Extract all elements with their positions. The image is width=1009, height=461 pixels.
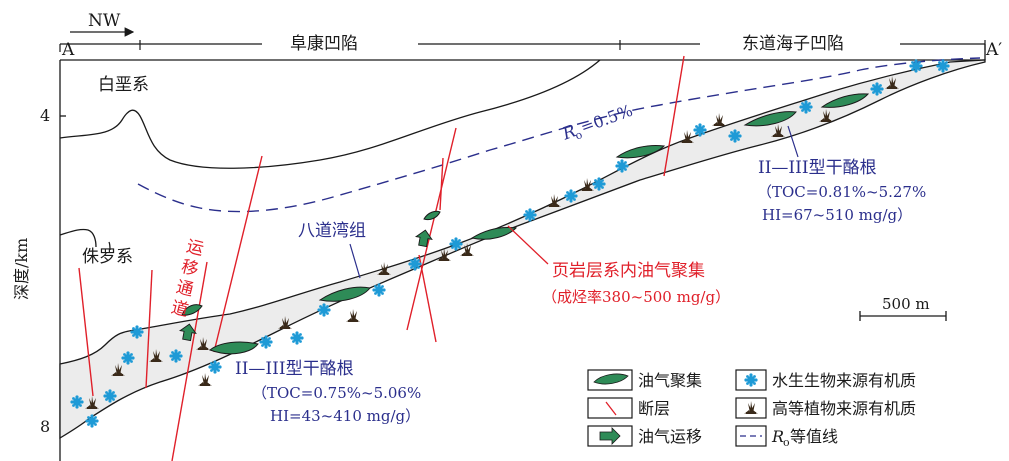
legend-aquatic-label: 水生生物来源有机质 <box>772 371 916 390</box>
y-tick-4: 4 <box>40 106 50 125</box>
migration-pathway-label: 运 移 通 道 <box>169 236 206 321</box>
migration-arrows <box>178 229 433 342</box>
y-tick-8: 8 <box>40 417 50 436</box>
kerogen-left-block: II—III型干酪根 （TOC=0.75%~5.06% HI=43~410 mg… <box>235 359 421 425</box>
shale-layer <box>59 59 986 440</box>
svg-text:II—III型干酪根: II—III型干酪根 <box>758 158 877 178</box>
plant-om-icon <box>712 113 726 126</box>
ro-label: R o =0.5% <box>559 101 635 145</box>
fault-line <box>439 157 444 211</box>
ro-isoline <box>137 57 981 213</box>
fault-line <box>171 261 208 461</box>
legend-oil-label: 油气聚集 <box>638 371 702 390</box>
direction-label: NW <box>88 11 121 31</box>
stratigraphic-boundaries <box>59 59 601 251</box>
point-a-label: A <box>61 40 75 60</box>
badaowan-leader-line <box>349 243 361 279</box>
fault-line <box>213 155 263 353</box>
section-header: NW A A′ 阜康凹陷 东道海子凹陷 <box>59 11 1002 60</box>
ro-label-value: =0.5% <box>578 101 635 137</box>
migration-arrow-icon <box>178 323 197 342</box>
svg-text:II—III型干酪根: II—III型干酪根 <box>235 359 354 379</box>
oil-lens <box>615 145 666 159</box>
fault-line <box>78 267 94 397</box>
accumulation-rate: （成烃率380~500 mg/g） <box>542 288 730 306</box>
svg-text:HI=43~410 mg/g）: HI=43~410 mg/g） <box>270 407 420 425</box>
legend-migration-icon <box>599 427 621 445</box>
accumulation-leader-line <box>507 225 549 265</box>
oil-accumulations <box>181 93 870 355</box>
fault-line <box>145 269 153 389</box>
jurassic-label: 侏罗系 <box>82 247 133 267</box>
oil-lens <box>208 341 259 355</box>
fault-line <box>406 127 457 331</box>
oil-lens <box>820 93 870 108</box>
migration-arrow-icon <box>414 229 433 248</box>
svg-text:HI=67~510 mg/g）: HI=67~510 mg/g） <box>762 206 912 224</box>
aquatic-om-icon <box>290 331 304 345</box>
accumulation-title: 页岩层系内油气聚集 <box>552 261 705 281</box>
oil-lens <box>423 210 441 221</box>
oil-lens <box>470 227 518 240</box>
fault-line <box>418 254 437 343</box>
ro-label-sub: o <box>573 128 584 143</box>
ro-label-r: R <box>559 121 579 145</box>
oil-lens <box>743 111 797 127</box>
svg-text:运: 运 <box>184 236 205 260</box>
plant-om-icon <box>198 373 212 386</box>
kerogen-right-block: II—III型干酪根 （TOC=0.81%~5.27% HI=67~510 mg… <box>757 158 926 224</box>
scale-bar: 500 m <box>859 295 947 321</box>
svg-text:移: 移 <box>179 257 200 281</box>
point-a-prime-label: A′ <box>985 40 1002 60</box>
scale-bar-label: 500 m <box>882 295 930 313</box>
badaowan-label: 八道湾组 <box>298 221 366 241</box>
legend: 油气聚集 水生生物来源有机质 断层 高等植物来源有机质 油气运移 R o 等值线 <box>587 369 916 449</box>
svg-text:（TOC=0.81%~5.27%: （TOC=0.81%~5.27% <box>757 183 926 201</box>
legend-plant-label: 高等植物来源有机质 <box>772 399 916 418</box>
y-axis-label: 深度/km <box>12 238 31 300</box>
svg-text:道: 道 <box>169 298 190 322</box>
legend-oil-icon <box>593 373 629 385</box>
legend-fault-label: 断层 <box>638 399 670 418</box>
svg-text:通: 通 <box>174 277 195 301</box>
kerogen-right-leader-line <box>787 125 799 158</box>
basin-right-label: 东道海子凹陷 <box>742 34 844 54</box>
fault-line <box>663 55 685 177</box>
legend-migration-label: 油气运移 <box>638 427 702 446</box>
plant-om-icon <box>680 130 694 143</box>
plant-om-icon <box>346 309 360 322</box>
svg-text:（TOC=0.75%~5.06%: （TOC=0.75%~5.06% <box>252 384 421 402</box>
faults <box>78 55 685 461</box>
legend-ro-sub: o <box>783 436 790 449</box>
cretaceous-label: 白垩系 <box>98 75 149 95</box>
oil-lens <box>318 286 371 302</box>
legend-fault-icon <box>605 401 617 416</box>
basin-left-label: 阜康凹陷 <box>290 34 358 54</box>
legend-ro-label: 等值线 <box>790 427 838 446</box>
oil-lens <box>181 304 203 316</box>
legend-ro-r: R <box>771 427 784 446</box>
